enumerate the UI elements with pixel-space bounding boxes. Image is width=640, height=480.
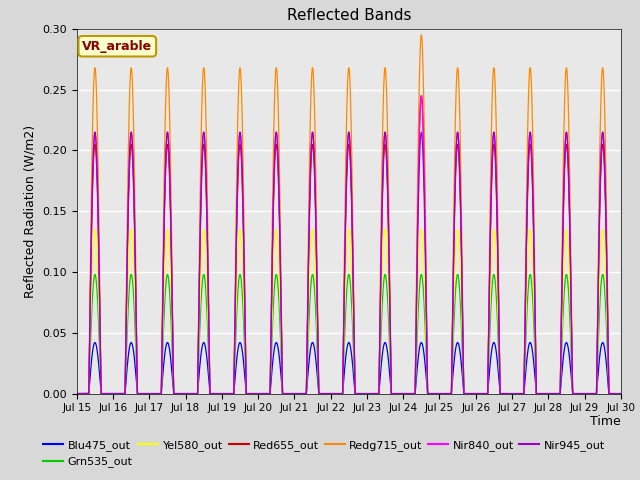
Title: Reflected Bands: Reflected Bands xyxy=(287,9,411,24)
Text: VR_arable: VR_arable xyxy=(82,40,152,53)
Y-axis label: Reflected Radiation (W/m2): Reflected Radiation (W/m2) xyxy=(24,125,36,298)
Legend: Blu475_out, Grn535_out, Yel580_out, Red655_out, Redg715_out, Nir840_out, Nir945_: Blu475_out, Grn535_out, Yel580_out, Red6… xyxy=(39,436,609,472)
Text: Time: Time xyxy=(590,416,621,429)
